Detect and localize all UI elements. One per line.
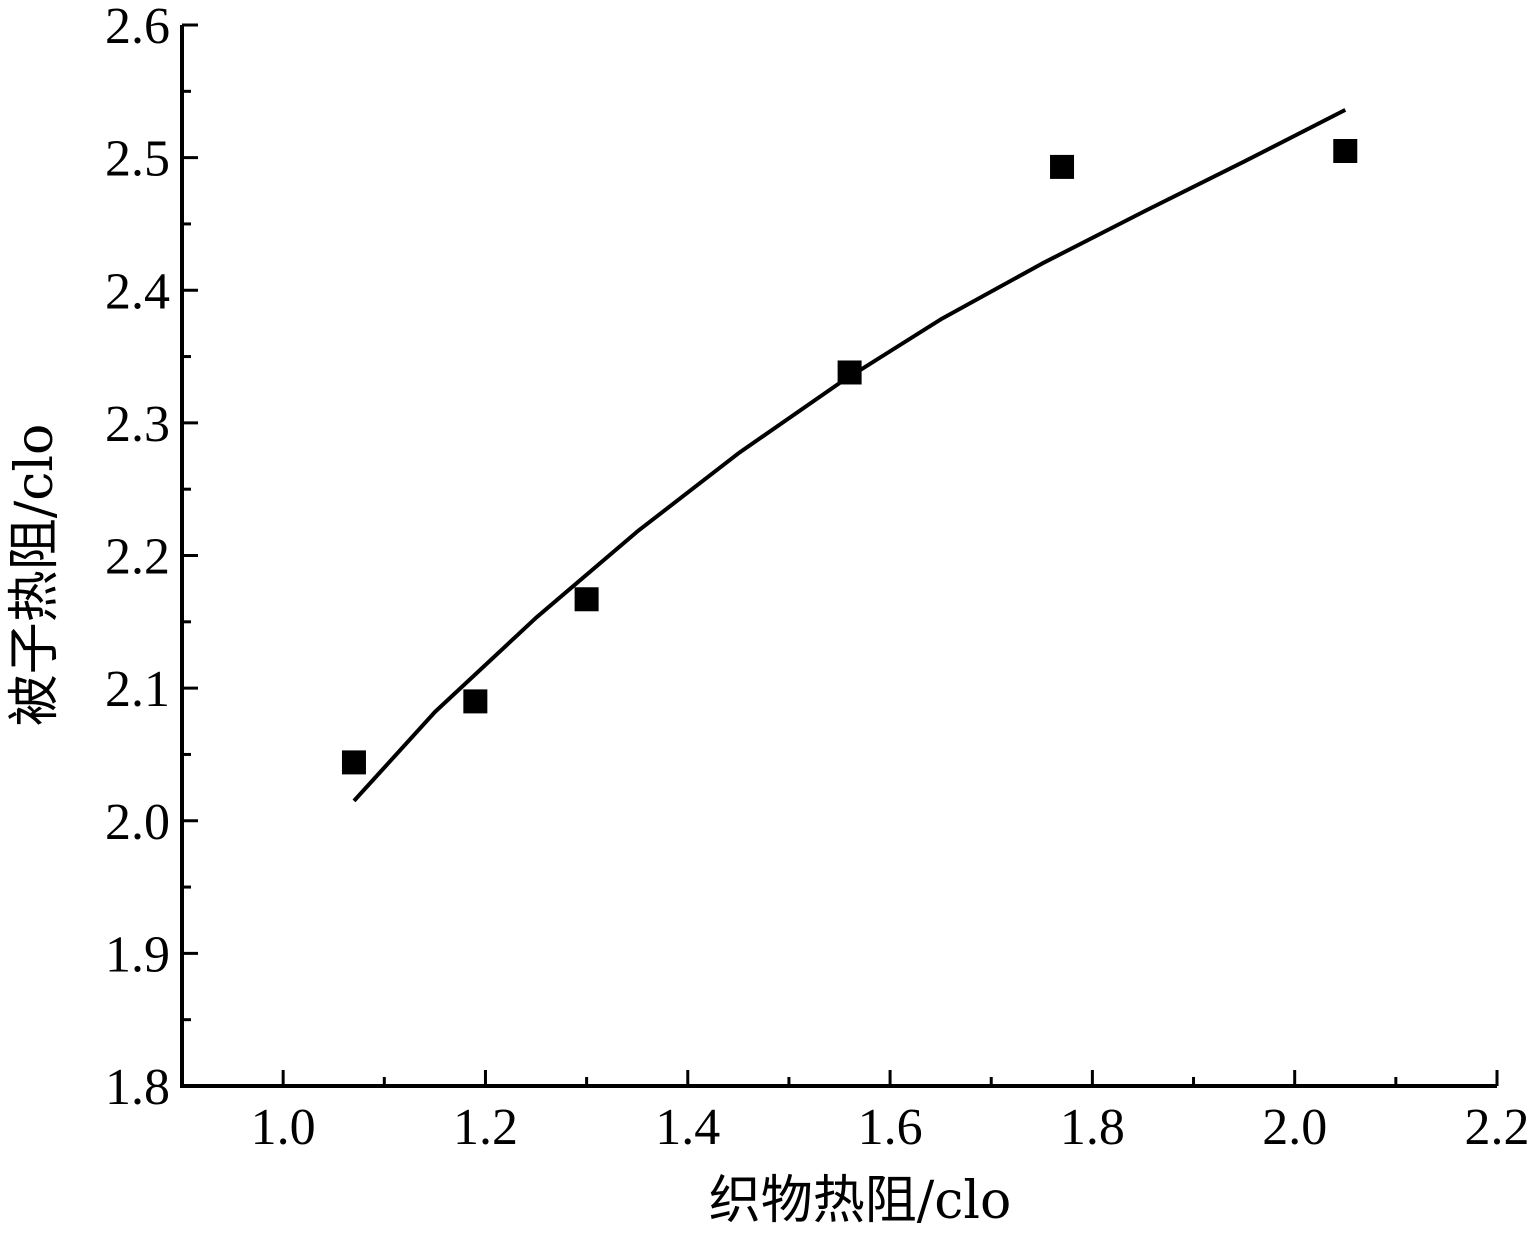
data-point [1050,154,1075,179]
y-tick-label: 2.2 [105,529,170,586]
data-point [574,587,599,612]
data-point [837,360,862,385]
fit-curve [352,108,1347,803]
x-tick-label: 2.0 [1262,1099,1327,1156]
x-tick-label: 1.4 [655,1099,720,1156]
y-tick-label: 1.8 [105,1059,170,1116]
y-tick-label: 2.3 [105,396,170,453]
x-tick-label: 1.8 [1060,1099,1125,1156]
fit-curve-layer [352,108,1347,803]
axes [180,25,1497,1088]
y-tick-label: 2.6 [105,0,170,55]
x-axis-title: 织物热阻/clo [709,1171,1012,1231]
y-tick-label: 2.5 [105,131,170,188]
data-point [463,689,488,714]
data-point [1333,138,1358,163]
x-tick-label: 1.0 [251,1099,316,1156]
x-axis-ticks: 1.0 1.2 1.4 1.6 1.8 2.0 2.2 [251,1070,1530,1156]
x-tick-label: 2.2 [1465,1099,1530,1156]
data-point-layer [341,138,1358,775]
x-tick-label: 1.2 [453,1099,518,1156]
y-axis-ticks: 1.8 1.9 2.0 2.1 2.2 2.3 2.4 2.5 2.6 [105,0,198,1116]
data-point [341,750,366,775]
y-tick-label: 2.1 [105,661,170,718]
y-tick-label: 1.9 [105,926,170,983]
y-tick-label: 2.0 [105,794,170,851]
y-tick-label: 2.4 [105,263,170,320]
y-axis-title: 被子热阻/clo [5,424,65,727]
x-tick-label: 1.6 [858,1099,923,1156]
